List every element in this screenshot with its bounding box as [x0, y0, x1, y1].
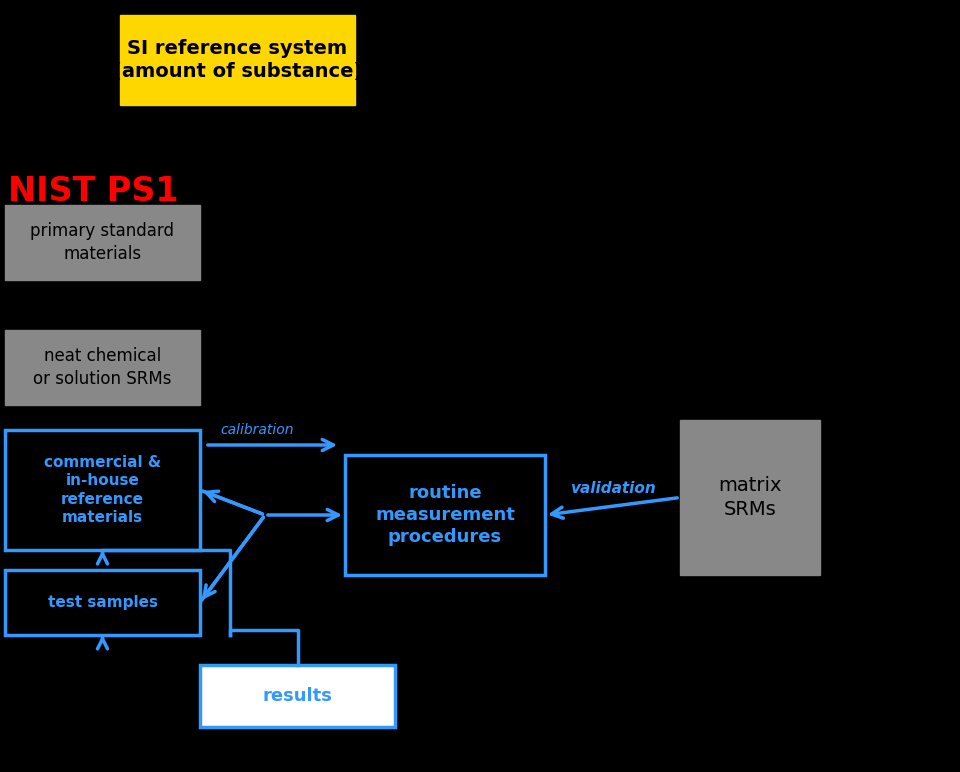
Text: calibration: calibration — [221, 423, 295, 437]
Text: primary standard
materials: primary standard materials — [31, 222, 175, 262]
FancyBboxPatch shape — [5, 570, 200, 635]
FancyBboxPatch shape — [5, 330, 200, 405]
Text: SI reference system
(amount of substance): SI reference system (amount of substance… — [113, 39, 362, 81]
Text: test samples: test samples — [47, 595, 157, 610]
Text: matrix
SRMs: matrix SRMs — [718, 476, 781, 519]
FancyBboxPatch shape — [5, 205, 200, 280]
Text: results: results — [263, 687, 332, 705]
FancyBboxPatch shape — [680, 420, 820, 575]
Text: routine
measurement
procedures: routine measurement procedures — [375, 484, 515, 547]
FancyBboxPatch shape — [5, 430, 200, 550]
Text: neat chemical
or solution SRMs: neat chemical or solution SRMs — [34, 347, 172, 388]
Text: validation: validation — [569, 481, 656, 496]
Text: NIST PS1: NIST PS1 — [8, 175, 179, 208]
FancyBboxPatch shape — [345, 455, 545, 575]
Text: commercial &
in-house
reference
materials: commercial & in-house reference material… — [44, 455, 161, 526]
FancyBboxPatch shape — [120, 15, 355, 105]
FancyBboxPatch shape — [200, 665, 395, 727]
